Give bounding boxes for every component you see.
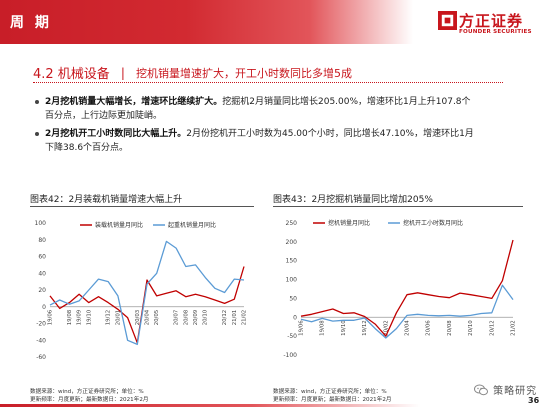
x-tick-label: 19/10 xyxy=(341,320,347,336)
legend-label: 挖机销量月同比 xyxy=(328,219,370,227)
wechat-icon xyxy=(474,384,488,395)
y-tick-label: 0 xyxy=(42,304,46,311)
page-header: 周 期 方正证券 FOUNDER SECURITIES xyxy=(0,0,550,44)
section-subtitle: 挖机销量增速扩大，开工小时数同比多增5成 xyxy=(136,66,353,80)
y-tick-label: -20 xyxy=(36,321,46,328)
series-line xyxy=(300,284,514,339)
x-tick-label: 20/08 xyxy=(447,320,453,336)
x-tick-label: 21/01 xyxy=(232,310,238,326)
x-tick-label: 19/12 xyxy=(106,310,112,326)
x-tick-label: 19/09 xyxy=(77,309,83,325)
x-tick-label: 20/07 xyxy=(174,310,180,326)
footer-strip xyxy=(0,402,550,412)
x-tick-label: 20/04 xyxy=(145,309,151,325)
x-tick-label: 20/06 xyxy=(426,320,432,336)
header-band: 周 期 xyxy=(0,0,413,44)
y-tick-label: 100 xyxy=(286,277,298,284)
brand-subtitle: FOUNDER SECURITIES xyxy=(459,29,532,35)
bullet-item: 2月挖机开工小时数同比大幅上升。2月份挖机开工小时数为45.00个小时，同比增长… xyxy=(35,127,475,155)
header-label: 周 期 xyxy=(10,15,52,31)
y-tick-label: 20 xyxy=(38,287,46,294)
x-tick-label: 20/08 xyxy=(183,309,189,325)
chart-title: 图表42：2月装载机销量增速大幅上升 xyxy=(30,195,183,205)
source-line: 数据来源：wind，方正证券研究所；单位：% xyxy=(273,389,387,395)
x-tick-label: 20/01 xyxy=(115,310,121,326)
x-tick-label: 20/05 xyxy=(154,310,160,326)
y-tick-label: -100 xyxy=(283,352,297,359)
x-tick-label: 20/10 xyxy=(203,309,209,325)
chart-source-note: 数据来源：wind，方正证券研究所；单位：% 更新频率：月度更新；最新数据日：2… xyxy=(273,388,391,404)
update-line: 更新频率：月度更新；最新数据日：2021年2月 xyxy=(273,397,392,403)
wechat-watermark: 策略研究 xyxy=(474,379,538,397)
chart-title-rule xyxy=(30,206,254,207)
y-tick-label: 50 xyxy=(289,295,297,302)
chart-title: 图表43：2月挖掘机销量同比增加205% xyxy=(273,195,433,205)
source-line: 数据来源：wind，方正证券研究所；单位：% xyxy=(30,389,144,395)
x-tick-label: 19/10 xyxy=(86,309,92,325)
y-tick-label: 100 xyxy=(35,220,47,227)
x-tick-label: 20/03 xyxy=(135,310,141,326)
bullet-dot-icon xyxy=(35,100,39,104)
bullet-text: 2月份挖机开工小时数为45.00个小时，同比增长47.10%，增速环比1月下降3… xyxy=(45,129,474,153)
x-tick-label: 19/08 xyxy=(320,320,326,336)
x-tick-label: 20/09 xyxy=(193,309,199,325)
y-tick-label: 80 xyxy=(38,237,46,244)
bullet-item: 2月挖机销量大幅增长，增速环比继续扩大。挖掘机2月销量同比增长205.00%，增… xyxy=(35,95,475,123)
series-line xyxy=(49,240,245,346)
y-tick-label: 0 xyxy=(293,314,297,321)
x-tick-label: 19/12 xyxy=(362,320,368,336)
excavator-sales-chart: -100 -50 0 50 100 150 200 250 19/06 19/08 19/10 19/… xyxy=(283,219,517,359)
chart-source-note: 数据来源：wind，方正证券研究所；单位：% 更新频率：月度更新；最新数据日：2… xyxy=(30,388,148,404)
bullet-dot-icon xyxy=(35,132,39,136)
y-tick-label: 200 xyxy=(286,239,298,246)
x-tick-label: 21/02 xyxy=(511,320,517,336)
y-tick-label: 150 xyxy=(286,258,298,265)
x-tick-label: 19/08 xyxy=(67,309,73,325)
section-title-row: 4.2 机械设备 | 挖机销量增速扩大，开工小时数同比多增5成 xyxy=(33,62,353,83)
title-divider xyxy=(33,82,503,83)
page-number: 36 xyxy=(528,396,540,405)
x-tick-label: 20/10 xyxy=(468,320,474,336)
brand-name: 方正证券 xyxy=(459,12,524,30)
series-line xyxy=(300,239,514,337)
update-line: 更新频率：月度更新；最新数据日：2021年2月 xyxy=(30,397,149,403)
section-separator: | xyxy=(120,65,125,80)
y-tick-label: -50 xyxy=(287,333,297,340)
bullet-bold-text: 2月挖机开工小时数同比大幅上升。 xyxy=(45,129,187,139)
section-title: 4.2 机械设备 xyxy=(33,67,110,82)
chart-title-rule xyxy=(273,206,523,207)
founder-logo-icon xyxy=(438,11,457,30)
y-tick-label: 40 xyxy=(38,270,46,277)
bullet-text: 挖掘机2月销量同比增长205.00%，增速环比1月上升107.8个百分点，上行边… xyxy=(45,97,471,121)
x-tick-label: 20/12 xyxy=(489,320,495,336)
legend-label: 起重机销量月同比 xyxy=(168,221,216,229)
x-tick-label: 21/02 xyxy=(242,310,248,326)
x-tick-label: 20/04 xyxy=(405,320,411,336)
legend-label: 挖机开工小时数月同比 xyxy=(403,219,463,227)
watermark-text: 策略研究 xyxy=(493,386,538,397)
brand-logo: 方正证券 FOUNDER SECURITIES xyxy=(438,10,550,40)
y-tick-label: 250 xyxy=(286,220,298,227)
x-tick-label: 20/02 xyxy=(383,320,389,336)
series-line xyxy=(49,266,245,344)
x-tick-label: 20/12 xyxy=(222,310,228,326)
x-tick-label: 19/06 xyxy=(48,309,54,325)
footer-red-line xyxy=(0,404,420,407)
x-tick-label: 19/06 xyxy=(299,320,305,336)
y-tick-label: -60 xyxy=(36,354,46,361)
y-tick-label: -40 xyxy=(36,337,46,344)
y-tick-label: 60 xyxy=(38,254,46,261)
legend-label: 装载机销量月同比 xyxy=(95,221,143,229)
bullet-bold-text: 2月挖机销量大幅增长，增速环比继续扩大。 xyxy=(45,97,223,107)
